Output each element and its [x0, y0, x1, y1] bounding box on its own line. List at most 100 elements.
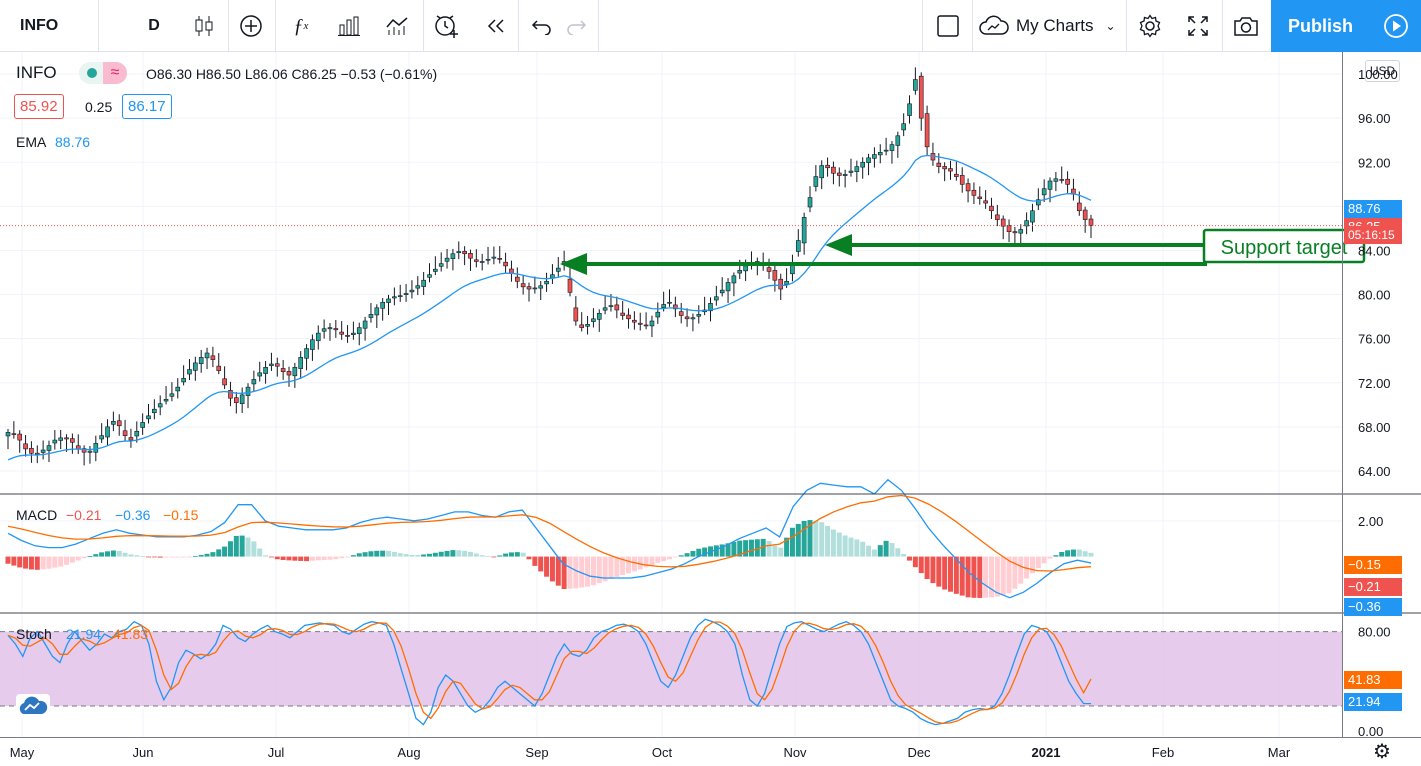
interval-button[interactable]: D	[148, 17, 160, 34]
macd-histogram-bar	[403, 554, 409, 557]
candle-body	[210, 355, 216, 360]
replay-icon[interactable]	[478, 0, 514, 52]
macd-histogram-bar	[28, 556, 34, 570]
chart-area[interactable]: Support target May Jun Jul Aug Sep Oct Nov Dec 2…	[0, 52, 1421, 766]
candle-body	[368, 314, 374, 318]
candle-body	[579, 324, 584, 328]
macd-histogram-bar	[151, 556, 157, 558]
price-tick-label: 76.00	[1358, 332, 1391, 347]
candle-body	[860, 161, 865, 168]
macd-histogram-bar	[754, 539, 760, 557]
price-tick-label: 84.00	[1358, 243, 1391, 258]
macd-histogram-bar	[649, 556, 655, 566]
candle-body	[573, 307, 579, 322]
macd-histogram-bar	[1059, 551, 1065, 557]
candle-body	[708, 303, 713, 312]
macd-histogram-bar	[830, 529, 836, 557]
fullscreen-icon[interactable]	[1180, 0, 1216, 52]
macd-histogram-bar	[871, 549, 877, 557]
alert-clock-icon[interactable]	[428, 0, 464, 52]
candle-body	[1047, 180, 1053, 190]
candle-body	[157, 403, 163, 408]
candle-body	[239, 394, 245, 405]
candle-body	[245, 386, 251, 396]
templates-icon[interactable]	[380, 0, 416, 52]
candle-body	[134, 430, 140, 437]
candle-body	[737, 269, 743, 274]
ema-legend-label[interactable]: EMA	[16, 134, 47, 150]
candle-body	[977, 196, 983, 199]
candle-body	[356, 327, 362, 335]
macd-histogram-bar	[105, 551, 111, 557]
macd-histogram-bar	[883, 540, 889, 557]
macd-hist-value: −0.21	[66, 507, 102, 523]
market-status-badge[interactable]: ≈	[79, 62, 127, 84]
candle-body	[310, 339, 315, 350]
price-tick-label: 68.00	[1358, 420, 1391, 435]
my-charts-button[interactable]: My Charts ⌄	[978, 0, 1122, 52]
layout-square-icon[interactable]	[930, 0, 966, 52]
macd-histogram-bar	[128, 554, 134, 557]
candle-body	[99, 435, 104, 440]
financials-icon[interactable]	[331, 0, 367, 52]
toolbar-divider	[972, 0, 973, 52]
macd-histogram-bar	[877, 545, 883, 557]
macd-line-value: −0.36	[115, 507, 151, 523]
bid-price[interactable]: 85.92	[14, 94, 64, 119]
candle-body	[678, 311, 684, 316]
candle-body	[280, 368, 286, 373]
play-icon[interactable]	[1370, 0, 1421, 52]
symbol-search-button[interactable]: INFO	[20, 17, 59, 34]
candle-body	[491, 256, 497, 259]
macd-histogram-bar	[479, 555, 485, 557]
candle-body	[936, 162, 942, 167]
macd-histogram-bar	[210, 552, 216, 557]
currency-button[interactable]: USD	[1365, 60, 1400, 82]
candle-body	[942, 166, 947, 170]
publish-button[interactable]: Publish	[1271, 0, 1370, 52]
macd-histogram-bar	[503, 553, 509, 557]
candlestick-type-icon[interactable]	[186, 0, 222, 52]
candle-body	[204, 352, 210, 359]
settings-gear-icon[interactable]	[1132, 0, 1168, 52]
candle-body	[772, 270, 778, 281]
legend-symbol[interactable]: INFO	[16, 63, 57, 82]
candle-body	[479, 261, 485, 263]
macd-histogram-bar	[854, 539, 860, 557]
candle-body	[292, 367, 298, 377]
candle-body	[1036, 199, 1041, 206]
macd-histogram-bar	[175, 556, 181, 558]
candles	[5, 67, 1094, 466]
undo-icon[interactable]	[524, 0, 560, 52]
ask-price[interactable]: 86.17	[122, 94, 172, 119]
candle-body	[608, 305, 614, 307]
candle-body	[842, 174, 848, 176]
macd-histogram-bar	[69, 556, 75, 563]
macd-histogram-bar	[807, 520, 813, 557]
candle-body	[93, 443, 99, 453]
macd-histogram-bar	[626, 556, 632, 574]
macd-histogram-bar	[977, 556, 983, 598]
macd-histogram-bar	[52, 556, 58, 568]
compare-add-icon[interactable]	[233, 0, 269, 52]
spread-value: 0.25	[85, 99, 113, 115]
macd-histogram-bar	[456, 550, 462, 557]
macd-histogram-bar	[725, 543, 731, 557]
camera-snapshot-icon[interactable]	[1228, 0, 1264, 52]
axis-settings-gear-icon[interactable]: ⚙	[1373, 741, 1391, 763]
candle-body	[725, 282, 731, 292]
support-annotation[interactable]: Support target	[560, 228, 1366, 275]
macd-hist-price-label: −0.21	[1344, 578, 1402, 596]
redo-icon[interactable]	[558, 0, 594, 52]
candle-body	[81, 448, 87, 453]
macd-legend-label[interactable]: MACD	[16, 507, 58, 523]
candle-body	[538, 285, 544, 289]
candle-body	[667, 301, 672, 304]
x-tick-label: Feb	[1152, 745, 1174, 760]
tradingview-logo[interactable]	[16, 694, 50, 718]
stoch-legend-label[interactable]: Stoch	[16, 626, 52, 642]
macd-histogram-bar	[1035, 556, 1041, 569]
macd-histogram-bar	[181, 556, 187, 558]
